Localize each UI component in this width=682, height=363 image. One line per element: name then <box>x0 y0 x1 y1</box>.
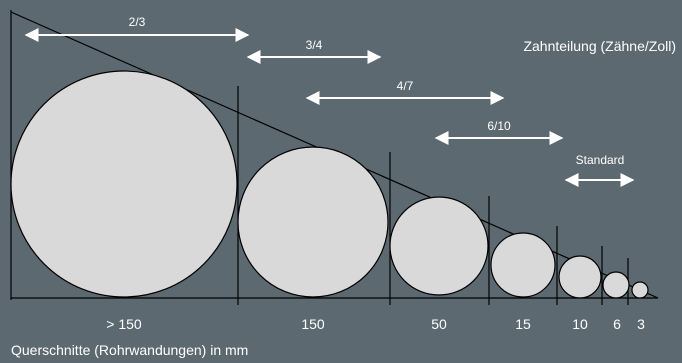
cross-section-label: 10 <box>572 316 588 332</box>
pitch-label: 4/7 <box>397 79 414 93</box>
cross-section-circle <box>237 146 389 298</box>
cross-section-circle <box>389 196 489 296</box>
cross-section-label: 6 <box>613 316 621 332</box>
cross-section-circle <box>602 271 630 299</box>
cross-section-label: 3 <box>637 316 645 332</box>
pitch-label: 3/4 <box>306 38 323 52</box>
cross-section-circle <box>10 70 238 298</box>
pitch-label: Standard <box>576 153 625 167</box>
pitch-label: 2/3 <box>129 15 146 29</box>
cross-section-circle <box>558 255 602 299</box>
legend-title: Zahnteilung (Zähne/Zoll) <box>523 38 676 54</box>
cross-section-label: 50 <box>431 316 447 332</box>
cross-section-circle <box>490 232 556 298</box>
cross-section-label: 15 <box>515 316 531 332</box>
cross-section-label: > 150 <box>106 316 142 332</box>
cross-section-circle <box>631 281 649 299</box>
cross-section-label: 150 <box>301 316 325 332</box>
pitch-label: 6/10 <box>487 119 511 133</box>
diagram-caption: Querschnitte (Rohrwandungen) in mm <box>11 342 248 358</box>
